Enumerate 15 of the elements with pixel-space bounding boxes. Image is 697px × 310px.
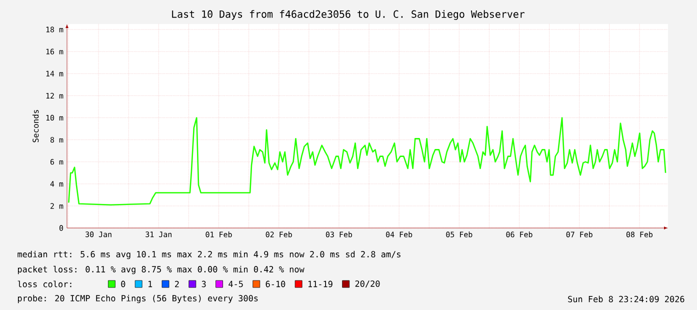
legend-label: 6-10 bbox=[266, 280, 286, 288]
legend-label: 11-19 bbox=[308, 280, 332, 288]
legend-label: 4-5 bbox=[228, 280, 243, 288]
legend-label: 1 bbox=[148, 280, 152, 288]
legend-label: 2 bbox=[175, 280, 179, 288]
text: packet loss: 0.11 % avg 8.75 % max 0.00 % min 0.42 % now bbox=[18, 266, 304, 274]
legend-label: 0 bbox=[121, 280, 126, 288]
line-series bbox=[68, 117, 666, 206]
text: Sun Feb 8 23:24:09 2026 bbox=[568, 296, 684, 302]
legend-label: 3 bbox=[202, 280, 206, 288]
legend-label: 20/20 bbox=[355, 280, 380, 288]
text: probe: 20 ICMP Echo Pings (56 Bytes) every 300s bbox=[18, 294, 258, 304]
legend-title: loss color: bbox=[18, 280, 72, 288]
chart-title: Last 10 Days from f46acd2e3056 to U. C. San Diego Webserver bbox=[172, 10, 525, 20]
text: median rtt: 5.6 ms avg 10.1 ms max 2.2 ms min 4.9 ms now 2.0 ms sd 2.8 am/s bbox=[18, 250, 400, 260]
